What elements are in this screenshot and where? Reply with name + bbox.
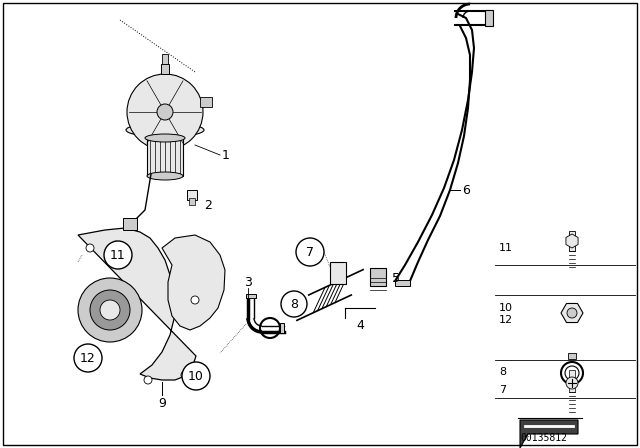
Text: 7: 7 <box>306 246 314 258</box>
Text: 3: 3 <box>244 276 252 289</box>
Circle shape <box>74 344 102 372</box>
Circle shape <box>281 291 307 317</box>
Circle shape <box>567 308 577 318</box>
Bar <box>569 370 575 392</box>
Circle shape <box>104 241 132 269</box>
Bar <box>162 54 168 64</box>
Polygon shape <box>162 235 225 330</box>
Text: 9: 9 <box>158 396 166 409</box>
Text: 8: 8 <box>499 367 506 377</box>
Bar <box>395 280 410 286</box>
Circle shape <box>90 290 130 330</box>
Text: 5: 5 <box>392 271 400 284</box>
Circle shape <box>100 300 120 320</box>
Bar <box>187 190 197 200</box>
Circle shape <box>144 376 152 384</box>
Bar <box>161 64 169 74</box>
Ellipse shape <box>145 134 185 142</box>
Circle shape <box>84 346 92 354</box>
Polygon shape <box>520 420 578 448</box>
Bar <box>123 218 137 230</box>
Circle shape <box>566 377 578 389</box>
Text: 1: 1 <box>222 148 230 161</box>
Circle shape <box>296 238 324 266</box>
Bar <box>569 231 575 251</box>
Circle shape <box>181 371 189 379</box>
Bar <box>280 323 284 333</box>
Circle shape <box>157 104 173 120</box>
Bar <box>370 268 386 286</box>
Circle shape <box>182 362 210 390</box>
Text: 10: 10 <box>188 370 204 383</box>
Bar <box>200 97 212 107</box>
Text: 7: 7 <box>499 385 506 395</box>
Ellipse shape <box>126 123 204 137</box>
Text: 00135812: 00135812 <box>520 433 567 443</box>
Bar <box>330 262 346 284</box>
Circle shape <box>78 278 142 342</box>
Text: 12: 12 <box>499 315 513 325</box>
Circle shape <box>127 74 203 150</box>
Text: 12: 12 <box>80 352 96 365</box>
Circle shape <box>191 296 199 304</box>
Text: 4: 4 <box>356 319 364 332</box>
Text: 2: 2 <box>204 198 212 211</box>
Text: 11: 11 <box>110 249 126 262</box>
Text: 8: 8 <box>290 297 298 310</box>
Circle shape <box>86 244 94 252</box>
Bar <box>147 138 183 176</box>
Polygon shape <box>78 228 196 380</box>
Bar <box>568 353 576 359</box>
Text: 6: 6 <box>462 184 470 197</box>
Ellipse shape <box>147 172 183 180</box>
Text: 11: 11 <box>499 243 513 253</box>
Bar <box>246 294 256 298</box>
Bar <box>189 198 195 205</box>
Bar <box>485 10 493 26</box>
Text: 10: 10 <box>499 303 513 313</box>
